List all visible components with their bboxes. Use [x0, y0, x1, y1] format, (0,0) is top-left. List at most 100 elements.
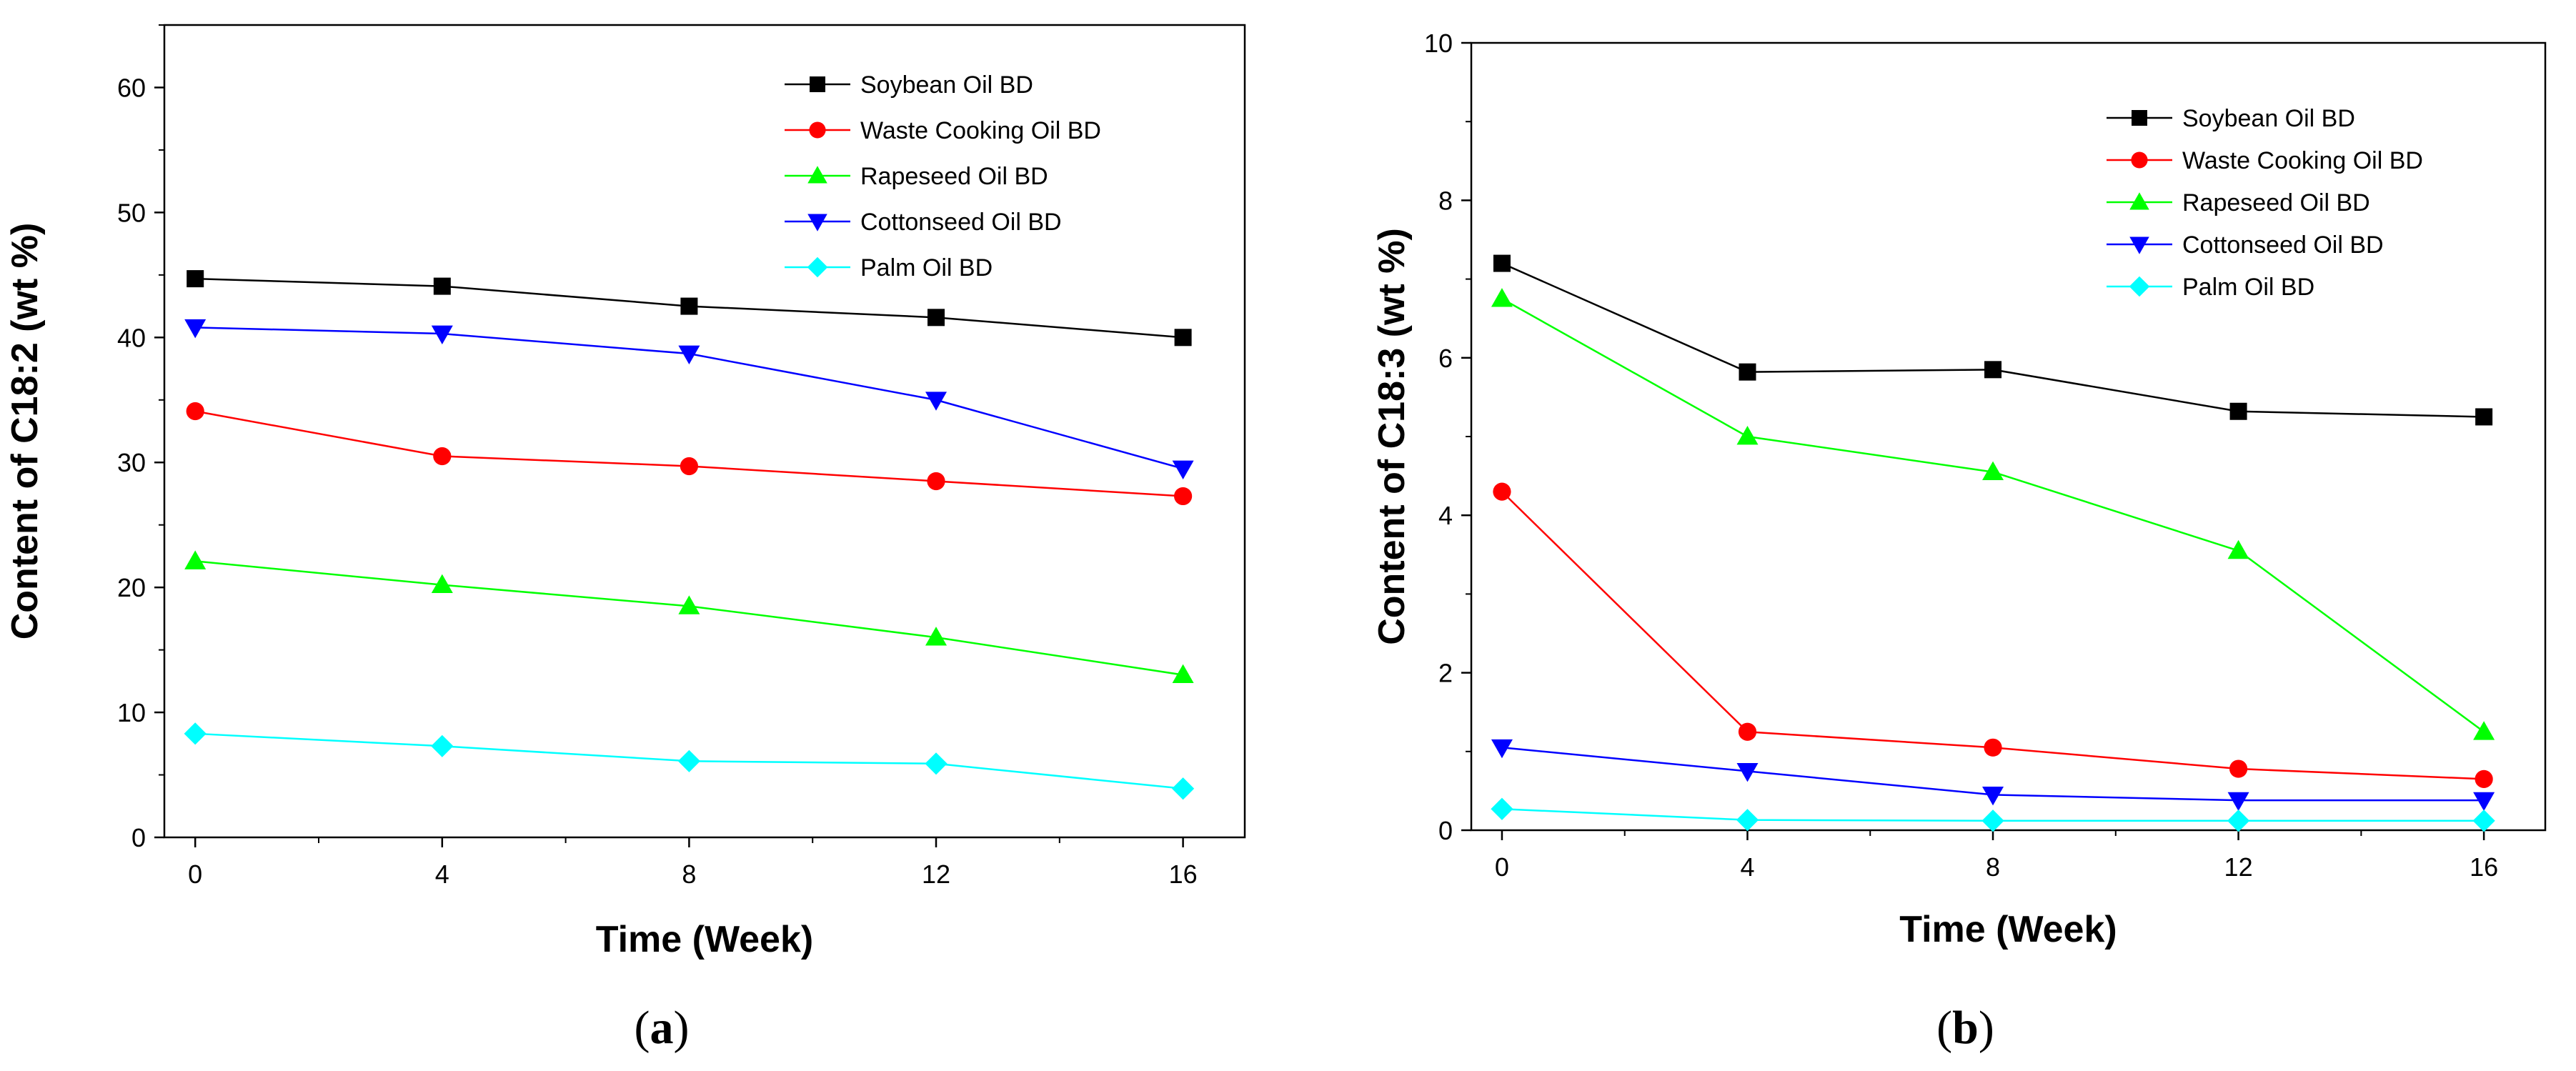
data-point — [1981, 810, 2004, 832]
data-point — [678, 595, 700, 614]
data-point — [184, 319, 207, 339]
data-point — [1982, 787, 2004, 806]
panel-label: (a) — [635, 1002, 690, 1054]
data-point — [925, 752, 948, 775]
legend-marker — [807, 214, 827, 231]
data-point — [1982, 461, 2004, 480]
data-point — [2227, 539, 2249, 559]
series-line — [1501, 262, 2485, 418]
data-point — [927, 472, 945, 491]
data-point — [1984, 738, 2002, 757]
data-point — [925, 392, 947, 411]
data-point — [1738, 722, 1757, 741]
legend-marker — [2129, 192, 2149, 210]
data-point — [1736, 426, 1759, 445]
y-tick-label: 0 — [1438, 816, 1453, 845]
x-tick-label: 12 — [922, 860, 950, 889]
data-point — [1174, 329, 1192, 347]
data-point — [2227, 810, 2250, 832]
plot-frame — [163, 24, 1246, 839]
legend-label: Soybean Oil BD — [860, 71, 1033, 99]
data-point — [925, 627, 947, 646]
y-tick-label: 60 — [117, 73, 146, 102]
series-line — [1501, 491, 2485, 780]
y-tick-label: 10 — [1424, 29, 1453, 58]
data-point — [1491, 739, 1513, 759]
y-tick-label: 2 — [1438, 659, 1453, 688]
legend-marker — [2131, 151, 2148, 169]
data-point — [2475, 769, 2493, 788]
data-point — [2475, 408, 2493, 426]
x-tick-label: 4 — [435, 860, 449, 889]
data-point — [1736, 809, 1759, 832]
x-tick-label: 12 — [2224, 852, 2253, 882]
x-tick-label: 16 — [1169, 860, 1198, 889]
legend-label: Cottonseed Oil BD — [860, 209, 1062, 236]
data-point — [1491, 288, 1513, 307]
y-tick-label: 0 — [131, 823, 146, 852]
x-axis-title: Time (Week) — [1899, 909, 2117, 950]
data-point — [184, 722, 207, 745]
legend: Soybean Oil BD Waste Cooking Oil BD Rapese… — [2107, 105, 2423, 301]
chart-panel-a: 0 10 20 30 40 50 60 0 4 8 12 16 Time (Week) Content o… — [4, 24, 1246, 1054]
data-point — [2227, 792, 2249, 812]
data-point — [2229, 759, 2248, 778]
legend-marker — [810, 76, 825, 92]
legend-label: Cottonseed Oil BD — [2182, 231, 2384, 259]
data-point — [186, 402, 204, 421]
legend-label: Palm Oil BD — [860, 254, 993, 282]
data-point — [2472, 810, 2495, 832]
y-tick-label: 8 — [1438, 186, 1453, 215]
data-point — [2473, 792, 2495, 812]
data-point — [928, 309, 945, 327]
y-tick-label: 40 — [117, 323, 146, 352]
legend-label: Waste Cooking Oil BD — [860, 117, 1101, 144]
legend-label: Palm Oil BD — [2182, 274, 2314, 301]
legend-label: Waste Cooking Oil BD — [2182, 147, 2423, 174]
data-point — [680, 457, 699, 476]
panel-label: (b) — [1936, 1002, 1994, 1054]
y-tick-label: 6 — [1438, 344, 1453, 373]
data-point — [2473, 721, 2495, 740]
x-tick-label: 0 — [188, 860, 202, 889]
data-point — [1172, 777, 1195, 800]
data-point — [1174, 487, 1193, 506]
data-point — [2229, 402, 2247, 420]
x-tick-label: 8 — [1986, 852, 2000, 882]
legend-marker — [807, 166, 827, 184]
data-point — [1493, 482, 1511, 501]
data-point — [677, 749, 700, 772]
data-point — [187, 270, 204, 288]
x-tick-label: 16 — [2470, 852, 2498, 882]
data-point — [1736, 762, 1759, 782]
y-tick-label: 50 — [117, 198, 146, 227]
legend: Soybean Oil BD Waste Cooking Oil BD Rapese… — [785, 71, 1101, 282]
chart-panel-b: 0 2 4 6 8 10 0 4 8 12 16 Time (Week) Content of C18:… — [1371, 29, 2547, 1054]
legend-marker — [807, 256, 828, 278]
series-line — [194, 410, 1183, 497]
data-point — [1172, 664, 1194, 683]
y-tick-label: 30 — [117, 448, 146, 477]
x-tick-label: 8 — [682, 860, 696, 889]
data-point — [433, 447, 452, 466]
series-line — [195, 560, 1183, 676]
data-point — [431, 325, 453, 345]
data-point — [1493, 254, 1511, 272]
legend-marker — [2129, 276, 2150, 297]
legend-marker — [2132, 110, 2147, 126]
data-point — [1739, 363, 1756, 381]
x-tick-label: 0 — [1495, 852, 1509, 882]
data-point — [680, 297, 698, 315]
y-axis-title: Content of C18:3 (wt %) — [1371, 228, 1413, 645]
data-point — [184, 550, 207, 569]
data-point — [1172, 460, 1194, 479]
legend-label: Rapeseed Oil BD — [860, 163, 1048, 190]
legend-label: Rapeseed Oil BD — [2182, 189, 2370, 216]
data-point — [431, 574, 453, 594]
y-axis-title: Content of C18:2 (wt %) — [4, 223, 46, 640]
data-point — [433, 277, 451, 295]
x-tick-label: 4 — [1740, 852, 1754, 882]
legend-marker — [809, 121, 826, 139]
x-axis-title: Time (Week) — [596, 919, 813, 960]
